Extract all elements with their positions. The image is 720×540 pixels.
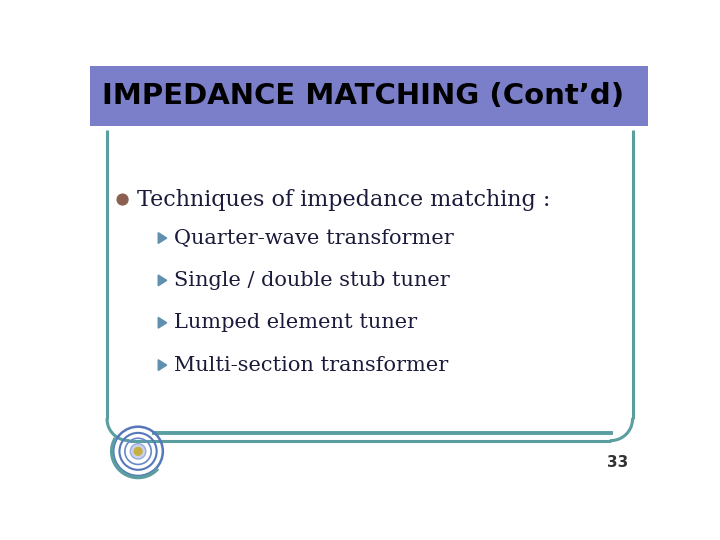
Text: Quarter-wave transformer: Quarter-wave transformer <box>174 228 454 247</box>
Polygon shape <box>158 318 167 328</box>
Text: Single / double stub tuner: Single / double stub tuner <box>174 271 449 290</box>
Text: Lumped element tuner: Lumped element tuner <box>174 313 417 332</box>
Polygon shape <box>158 233 167 244</box>
Circle shape <box>133 447 143 456</box>
Circle shape <box>130 444 145 459</box>
Circle shape <box>117 194 128 205</box>
Bar <box>90 66 648 126</box>
Text: Multi-section transformer: Multi-section transformer <box>174 356 448 375</box>
Text: IMPEDANCE MATCHING (Cont’d): IMPEDANCE MATCHING (Cont’d) <box>102 83 624 110</box>
Text: Techniques of impedance matching :: Techniques of impedance matching : <box>138 188 551 211</box>
Polygon shape <box>158 275 167 286</box>
Polygon shape <box>158 360 167 370</box>
Text: 33: 33 <box>608 455 629 470</box>
